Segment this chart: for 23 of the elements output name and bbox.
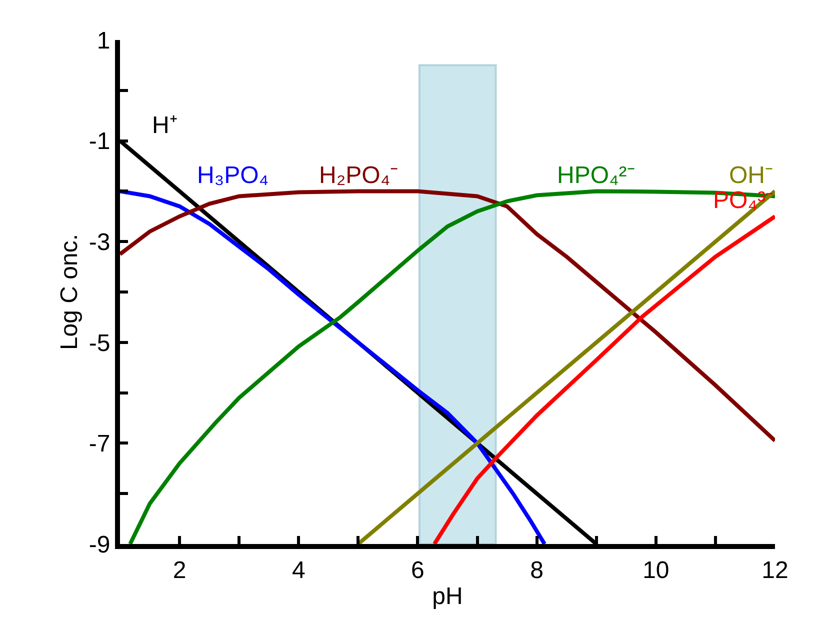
x-tick-label: 10: [642, 556, 670, 584]
x-tick-label: 2: [172, 556, 186, 584]
series-label: HPO₄²⁻: [557, 162, 635, 189]
x-tick-label: 12: [762, 556, 788, 584]
line-series: [120, 189, 775, 443]
y-tick-label: -1: [88, 128, 110, 156]
series-label: OH⁻: [729, 162, 773, 189]
x-tick-label: 8: [530, 556, 544, 584]
legend-label: H⁺: [152, 112, 178, 139]
y-tick-label: -7: [88, 430, 110, 458]
line-series: [432, 214, 775, 544]
y-tick-label: -9: [88, 531, 110, 558]
line-series: [128, 189, 775, 544]
x-tick-label: 4: [292, 556, 306, 584]
line-series: [120, 189, 547, 544]
y-tick-label: -5: [88, 330, 110, 357]
y-axis-title: Log C onc.: [56, 234, 83, 350]
y-tick-label: 1: [96, 27, 110, 54]
x-tick-label: 6: [411, 556, 424, 584]
x-axis-title: pH: [432, 583, 463, 610]
y-tick-label: -3: [88, 229, 110, 256]
series-label: H₂PO₄⁻: [319, 162, 398, 189]
series-label: H₃PO₄: [197, 162, 269, 189]
